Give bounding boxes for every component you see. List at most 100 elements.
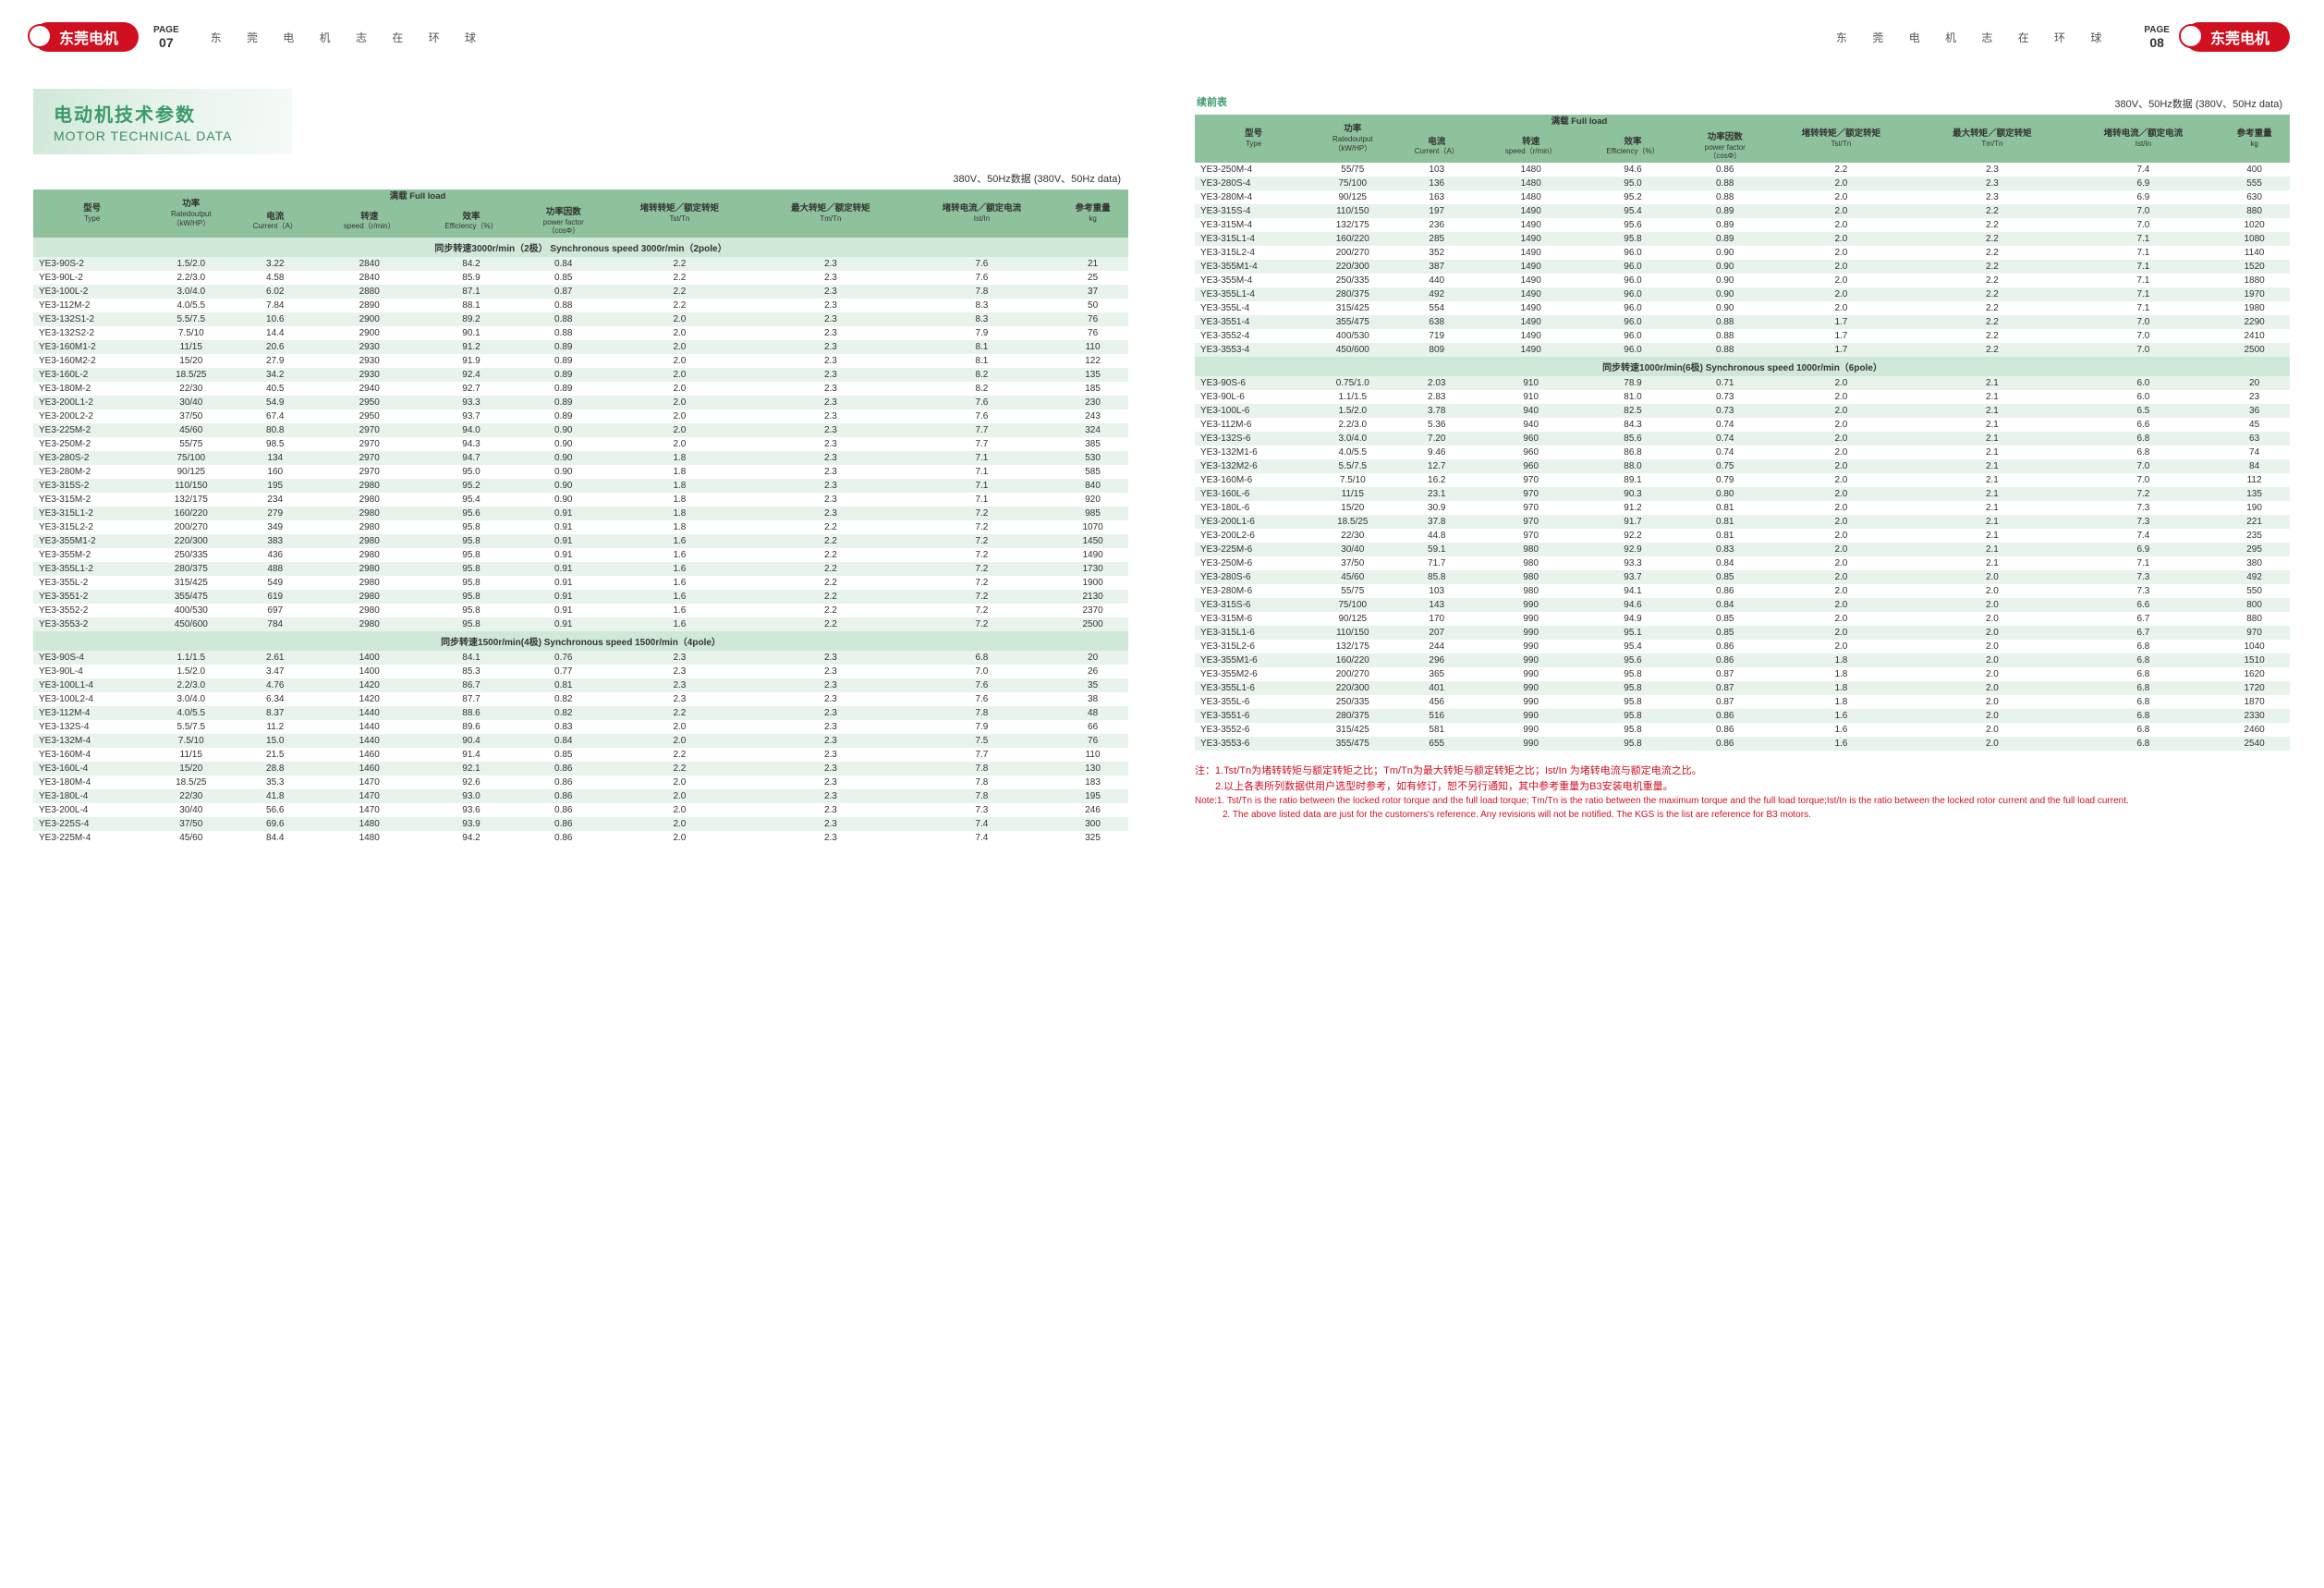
cell: 6.8 — [2068, 681, 2220, 695]
cell: 7.1 — [2068, 556, 2220, 570]
cell: 112 — [2219, 473, 2290, 487]
cell: 95.8 — [1581, 667, 1685, 681]
cell: 1.5/2.0 — [151, 665, 231, 678]
cell: YE3-90S-2 — [33, 257, 151, 271]
cell: 6.8 — [2068, 709, 2220, 723]
cell: YE3-112M-6 — [1195, 418, 1312, 432]
cell: 95.2 — [1581, 190, 1685, 204]
cell: 15/20 — [1312, 501, 1393, 515]
cell: 45/60 — [1312, 570, 1393, 584]
cell: 1.8 — [604, 479, 756, 493]
cell: 25 — [1057, 271, 1128, 285]
cell: 37/50 — [151, 409, 231, 423]
cell: 7.2 — [906, 534, 1058, 548]
cell: 400/530 — [1312, 329, 1393, 343]
cell: 2.3 — [755, 396, 906, 409]
cell: YE3-112M-2 — [33, 299, 151, 312]
cell: 0.81 — [1685, 529, 1766, 543]
cell: 59.1 — [1393, 543, 1480, 556]
cell: 1480 — [1480, 177, 1581, 190]
table-row: YE3-200L-430/4056.6147093.60.862.02.37.3… — [33, 803, 1128, 817]
cell: 2.0 — [604, 776, 756, 789]
table-row: YE3-3551-2355/475619298095.80.911.62.27.… — [33, 590, 1128, 604]
table-row: YE3-160M2-215/2027.9293091.90.892.02.38.… — [33, 354, 1128, 368]
cell: 0.89 — [523, 409, 604, 423]
cell: 5.5/7.5 — [151, 312, 231, 326]
cell: YE3-200L2-6 — [1195, 529, 1312, 543]
cell: 324 — [1057, 423, 1128, 437]
cell: 18.5/25 — [151, 368, 231, 382]
cell: 1490 — [1480, 315, 1581, 329]
cell: 3.0/4.0 — [1312, 432, 1393, 446]
cell: 2.2 — [604, 299, 756, 312]
cell: 2.0 — [1916, 695, 2068, 709]
cell: 1440 — [319, 734, 420, 748]
cell: 6.8 — [2068, 723, 2220, 737]
cell: 95.6 — [1581, 654, 1685, 667]
cell: YE3-280M-6 — [1195, 584, 1312, 598]
cell: 78.9 — [1581, 376, 1685, 390]
cell: 2.3 — [755, 465, 906, 479]
cell: 95.8 — [1581, 232, 1685, 246]
cell: 2.2 — [755, 604, 906, 617]
table-row: YE3-280M-290/125160297095.00.901.82.37.1… — [33, 465, 1128, 479]
table-row: YE3-100L2-43.0/4.06.34142087.70.822.32.3… — [33, 692, 1128, 706]
cell: 800 — [2219, 598, 2290, 612]
cell: 88.6 — [420, 706, 523, 720]
cell: 6.8 — [2068, 432, 2220, 446]
cell: 7.8 — [906, 762, 1058, 776]
cell: 3.0/4.0 — [151, 285, 231, 299]
title-block: 电动机技术参数 MOTOR TECHNICAL DATA — [33, 89, 292, 154]
cell: 2980 — [319, 604, 420, 617]
cell: 2.0 — [1766, 301, 1917, 315]
table-row: YE3-315M-2132/175234298095.40.901.82.37.… — [33, 493, 1128, 507]
cell: 37/50 — [1312, 556, 1393, 570]
cell: 110 — [1057, 340, 1128, 354]
note-en-1: Note:1. Tst/Tn is the ratio between the … — [1195, 794, 2290, 808]
table-row: YE3-160L-218.5/2534.2293092.40.892.02.38… — [33, 368, 1128, 382]
table-row: YE3-315L2-6132/17524499095.40.862.02.06.… — [1195, 640, 2290, 654]
table-row: YE3-132S-63.0/4.07.2096085.60.742.02.16.… — [1195, 432, 2290, 446]
section-header: 同步转速1000r/min(6极) Synchronous speed 1000… — [1195, 357, 2290, 376]
cell: 2.0 — [1916, 709, 2068, 723]
cell: 2980 — [319, 493, 420, 507]
cell: 0.86 — [1685, 709, 1766, 723]
cell: YE3-3552-6 — [1195, 723, 1312, 737]
cell: YE3-132M-4 — [33, 734, 151, 748]
cell: 2900 — [319, 326, 420, 340]
table-row: YE3-355M-2250/335436298095.80.911.62.27.… — [33, 548, 1128, 562]
cell: 76 — [1057, 326, 1128, 340]
cell: 2.3 — [755, 354, 906, 368]
cell: 7.3 — [2068, 584, 2220, 598]
cell: 2.1 — [1916, 501, 2068, 515]
cell: 28.8 — [231, 762, 319, 776]
cell: 2.2 — [755, 520, 906, 534]
cell: 2.2 — [604, 762, 756, 776]
cell: 0.84 — [1685, 556, 1766, 570]
cell: 5.5/7.5 — [151, 720, 231, 734]
cell: 36 — [2219, 404, 2290, 418]
cell: 22/30 — [151, 789, 231, 803]
cell: 0.74 — [1685, 418, 1766, 432]
note-zh-2: 2.以上各表所列数据供用户选型时参考，如有修订，恕不另行通知，其中参考重量为B3… — [1195, 779, 2290, 795]
motor-table-right: 型号Type 功率Ratedoutput（kW/HP） 满载 Full load… — [1195, 115, 2290, 751]
cell: 90.1 — [420, 326, 523, 340]
cell: 0.90 — [1685, 287, 1766, 301]
cell: 14.4 — [231, 326, 319, 340]
table-row: YE3-132M1-64.0/5.59.4696086.80.742.02.16… — [1195, 446, 2290, 459]
table-row: YE3-90L-22.2/3.04.58284085.90.852.22.37.… — [33, 271, 1128, 285]
slogan: 东 莞 电 机 志 在 环 球 — [1836, 30, 2112, 45]
cell: YE3-90L-4 — [33, 665, 151, 678]
cell: 7.0 — [906, 665, 1058, 678]
cell: 7.1 — [2068, 287, 2220, 301]
table-row: YE3-200L1-230/4054.9295093.30.892.02.37.… — [33, 396, 1128, 409]
cell: YE3-315L2-4 — [1195, 246, 1312, 260]
cell: 1020 — [2219, 218, 2290, 232]
cell: 1.8 — [604, 465, 756, 479]
cell: 6.9 — [2068, 177, 2220, 190]
cell: 2.3 — [755, 340, 906, 354]
cell: 96.0 — [1581, 274, 1685, 287]
cell: 2.0 — [604, 409, 756, 423]
cell: 0.91 — [523, 520, 604, 534]
cell: 91.9 — [420, 354, 523, 368]
